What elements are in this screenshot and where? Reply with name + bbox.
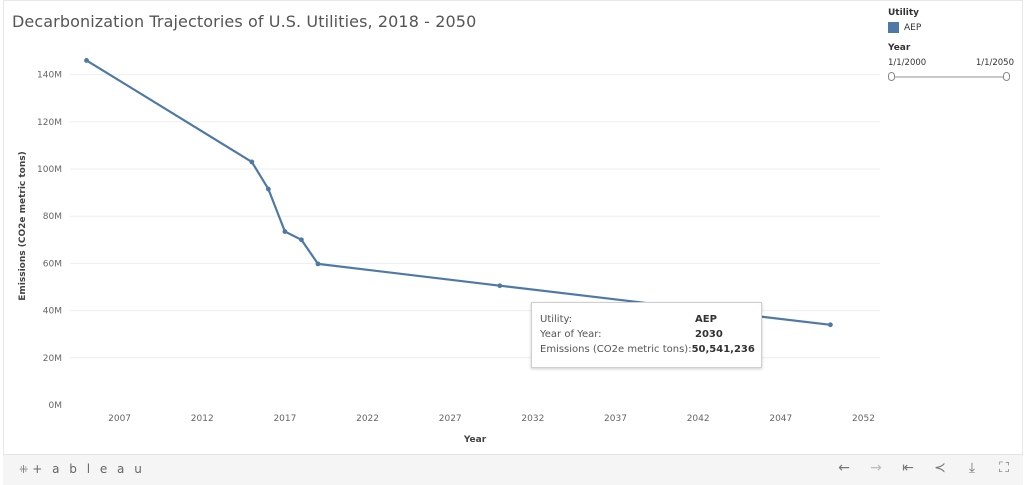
tooltip-row: Utility: AEP (540, 312, 753, 327)
data-point (282, 229, 288, 234)
data-point-tooltip: Utility: AEP Year of Year: 2030 Emissions (C… (531, 302, 762, 368)
y-tick-label: 120M (37, 118, 62, 128)
undo-icon[interactable]: ← (838, 460, 850, 476)
download-icon[interactable]: ⤓ (968, 460, 976, 476)
tableau-brand[interactable]: ⁜ + a b l e a u (19, 462, 145, 476)
chart-title: Decarbonization Trajectories of U.S. Uti… (12, 12, 477, 31)
tableau-wordmark: + a b l e a u (32, 462, 145, 476)
legend-item-label: AEP (904, 22, 922, 33)
x-tick-label: 2027 (439, 414, 462, 424)
tooltip-value: 2030 (695, 329, 723, 340)
x-tick-label: 2037 (604, 414, 627, 424)
series-line-aep (85, 59, 831, 326)
dashboard-frame (3, 0, 1023, 456)
data-point (249, 159, 255, 165)
x-tick-label: 2022 (356, 414, 379, 424)
year-filter-header: Year (888, 43, 911, 53)
fullscreen-icon[interactable]: ⛶ (999, 460, 1009, 476)
utility-legend-header: Utility (888, 8, 920, 18)
data-point (299, 237, 304, 243)
x-tick-label: 2007 (108, 414, 131, 424)
y-tick-label: 80M (43, 212, 62, 222)
x-tick-label: 2042 (687, 414, 710, 424)
tooltip-row: Year of Year: 2030 (540, 327, 753, 342)
slider-max-label: 1/1/2050 (975, 58, 1014, 68)
tooltip-key: Year of Year: (540, 329, 602, 340)
y-axis-title: Emissions (CO2e metric tons) (18, 151, 28, 301)
tableau-logo-icon: ⁜ (19, 462, 29, 476)
x-tick-label: 2047 (769, 414, 792, 424)
emissions-line-chart: 0M 20M 40M 60M 80M 100M 120M 140M 2007 2012 2017 20… (18, 58, 880, 445)
x-axis-title: Year (463, 435, 487, 445)
slider-min-handle[interactable] (888, 72, 895, 81)
data-point (497, 283, 503, 289)
toolbar-actions: ← → ⇤ ≺ ⤓ ⛶ (835, 460, 1013, 476)
revert-icon[interactable]: ⇤ (902, 460, 914, 476)
data-point (828, 322, 833, 328)
tooltip-key: Utility: (540, 314, 573, 325)
tooltip-row: Emissions (CO2e metric tons): 50,541,236 (540, 342, 755, 357)
slider-track-bar (892, 76, 1006, 78)
tooltip-key: Emissions (CO2e metric tons): (540, 344, 692, 355)
year-slider-labels: 1/1/2000 1/1/2050 (888, 58, 1014, 68)
filter-panel: Utility AEP Year 1/1/2000 1/1/2050 (888, 8, 1018, 82)
x-tick-label: 2052 (852, 414, 875, 424)
y-tick-label: 60M (43, 259, 62, 269)
x-tick-label: 2017 (273, 414, 296, 424)
y-tick-label: 100M (37, 165, 62, 175)
data-point (265, 186, 271, 192)
data-point (84, 58, 89, 63)
slider-max-handle[interactable] (1003, 72, 1010, 81)
tableau-toolbar: ⁜ + a b l e a u ← → ⇤ ≺ ⤓ ⛶ (3, 454, 1023, 485)
y-tick-label: 20M (43, 354, 62, 364)
data-point (315, 261, 321, 267)
y-tick-label: 0M (49, 401, 63, 411)
y-tick-label: 140M (37, 71, 62, 81)
slider-min-label: 1/1/2000 (888, 58, 927, 68)
tooltip-value: AEP (695, 314, 717, 325)
share-icon[interactable]: ≺ (934, 460, 946, 476)
x-tick-label: 2012 (191, 414, 214, 424)
year-range-slider[interactable] (888, 72, 1010, 82)
redo-icon[interactable]: → (870, 460, 882, 476)
y-tick-label: 40M (43, 307, 62, 317)
tooltip-value: 50,541,236 (691, 344, 755, 355)
x-tick-label: 2032 (521, 414, 544, 424)
legend-swatch (888, 22, 899, 33)
legend-item-aep[interactable]: AEP (888, 22, 1018, 33)
